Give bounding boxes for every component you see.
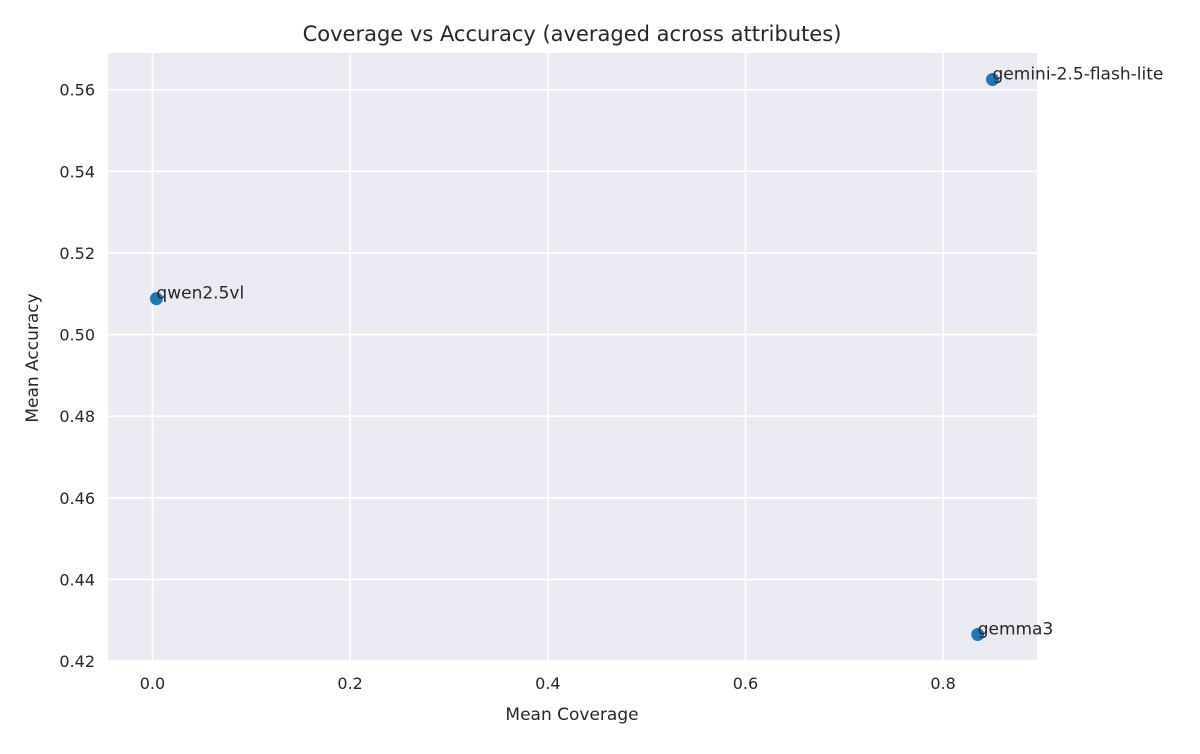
y-tick-label: 0.44: [59, 570, 95, 589]
point-label: gemini-2.5-flash-lite: [993, 65, 1164, 85]
point-label: qwen2.5vl: [156, 284, 244, 304]
y-tick-label: 0.48: [59, 407, 95, 426]
point-labels: gemini-2.5-flash-lite qwen2.5vl gemma3: [156, 65, 1163, 640]
y-tick-label: 0.42: [59, 652, 95, 671]
data-points: [149, 73, 1000, 641]
x-axis-ticks: 0.0 0.2 0.4 0.6 0.8: [140, 674, 956, 693]
grid-lines: [108, 53, 1037, 662]
y-tick-label: 0.54: [59, 162, 95, 181]
data-point: [986, 73, 1000, 87]
y-tick-label: 0.52: [59, 244, 95, 263]
y-tick-label: 0.50: [59, 326, 95, 345]
y-axis-label: Mean Accuracy: [23, 293, 43, 422]
x-tick-label: 0.2: [337, 674, 362, 693]
data-point: [971, 627, 985, 641]
point-label: gemma3: [978, 619, 1054, 639]
y-axis-ticks: 0.42 0.44 0.46 0.48 0.50 0.52 0.54 0.56: [59, 81, 95, 671]
y-tick-label: 0.56: [59, 81, 95, 100]
x-tick-label: 0.0: [140, 674, 165, 693]
x-tick-label: 0.8: [930, 674, 955, 693]
x-tick-label: 0.4: [535, 674, 560, 693]
x-axis-label: Mean Coverage: [505, 705, 638, 725]
data-point: [149, 292, 163, 306]
plot-area: [108, 53, 1037, 661]
chart-title: Coverage vs Accuracy (averaged across at…: [303, 22, 842, 46]
y-tick-label: 0.46: [59, 489, 95, 508]
x-tick-label: 0.6: [733, 674, 758, 693]
